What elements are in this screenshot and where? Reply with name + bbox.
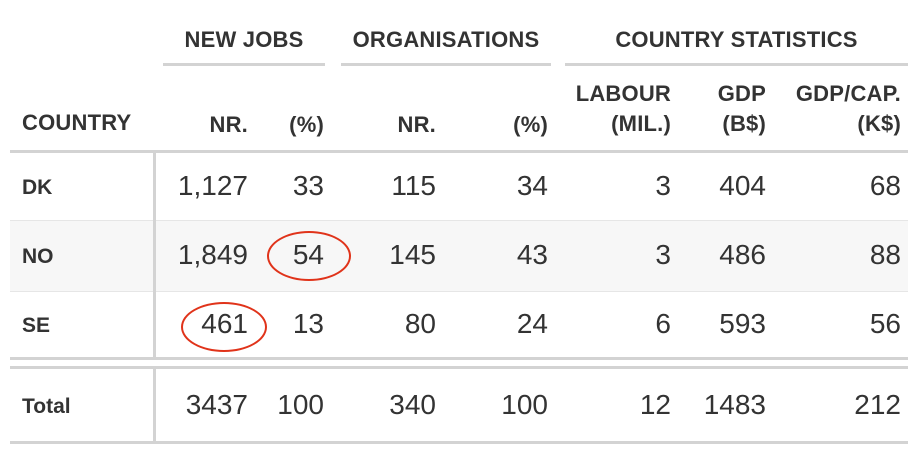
cell-gdp-cap: 68 [869,170,901,201]
column-header-labour-line2: (MIL.) [611,111,671,136]
group-header-organisations: ORGANISATIONS [352,27,540,52]
cell-labour: 6 [655,308,671,339]
row-label-no: NO [22,245,54,268]
table-bottom-rule [10,441,908,444]
group-header-new-jobs: NEW JOBS [184,27,304,52]
row-label-total: Total [22,395,71,418]
cell-org-nr: 115 [391,170,436,201]
total-gdp-cap: 212 [854,389,901,420]
total-labour: 12 [639,389,671,420]
cell-gdp-cap: 56 [869,308,901,339]
organisations-underline [341,63,551,66]
cell-org-pct: 24 [516,308,548,339]
column-header-new-jobs-nr: NR. [209,112,248,137]
row-divider [10,291,908,292]
column-header-org-pct: (%) [513,112,548,137]
cell-org-nr: 80 [404,308,436,339]
cell-org-nr: 145 [389,239,436,270]
column-header-labour-line1: LABOUR [575,81,671,106]
column-header-gdp-cap-line1: GDP/CAP. [795,81,901,106]
cell-gdp: 486 [719,239,766,270]
header-rule [10,150,908,153]
total-org-pct: 100 [501,389,548,420]
total-new-jobs-nr: 3437 [185,389,248,420]
row-divider [10,220,908,221]
total-gdp: 1483 [703,389,766,420]
column-header-gdp: GDP (B$) [690,79,766,139]
column-header-labour: LABOUR (MIL.) [560,79,671,139]
column-header-gdp-line2: (B$) [722,111,766,136]
cell-new-jobs-pct: 13 [292,308,324,339]
new-jobs-underline [163,63,325,66]
total-new-jobs-pct: 100 [277,389,324,420]
stub-divider [153,153,156,357]
cell-gdp-cap: 88 [869,239,901,270]
total-rule-bottom [10,366,908,369]
cell-new-jobs-nr: 1,127 [177,170,248,201]
column-header-gdp-line1: GDP [717,81,766,106]
highlight-circle [267,231,351,281]
total-rule-top [10,357,908,360]
column-header-gdp-cap: GDP/CAP. (K$) [780,79,901,139]
stub-divider [153,369,156,441]
cell-new-jobs-nr: 1,849 [177,239,248,270]
country-statistics-underline [565,63,908,66]
cell-new-jobs-pct: 33 [292,170,324,201]
column-header-org-nr: NR. [397,112,436,137]
row-label-dk: DK [22,176,53,199]
total-org-nr: 340 [389,389,436,420]
group-header-country-statistics: COUNTRY STATISTICS [615,27,858,52]
cell-labour: 3 [655,239,671,270]
highlight-circle [181,302,267,352]
column-header-country: COUNTRY [22,110,132,135]
cell-gdp: 593 [719,308,766,339]
row-label-se: SE [22,314,51,337]
cell-gdp: 404 [719,170,766,201]
cell-org-pct: 43 [516,239,548,270]
column-header-gdp-cap-line2: (K$) [857,111,901,136]
cell-org-pct: 34 [516,170,548,201]
cell-labour: 3 [655,170,671,201]
column-header-new-jobs-pct: (%) [289,112,324,137]
row-stripe [10,221,908,291]
